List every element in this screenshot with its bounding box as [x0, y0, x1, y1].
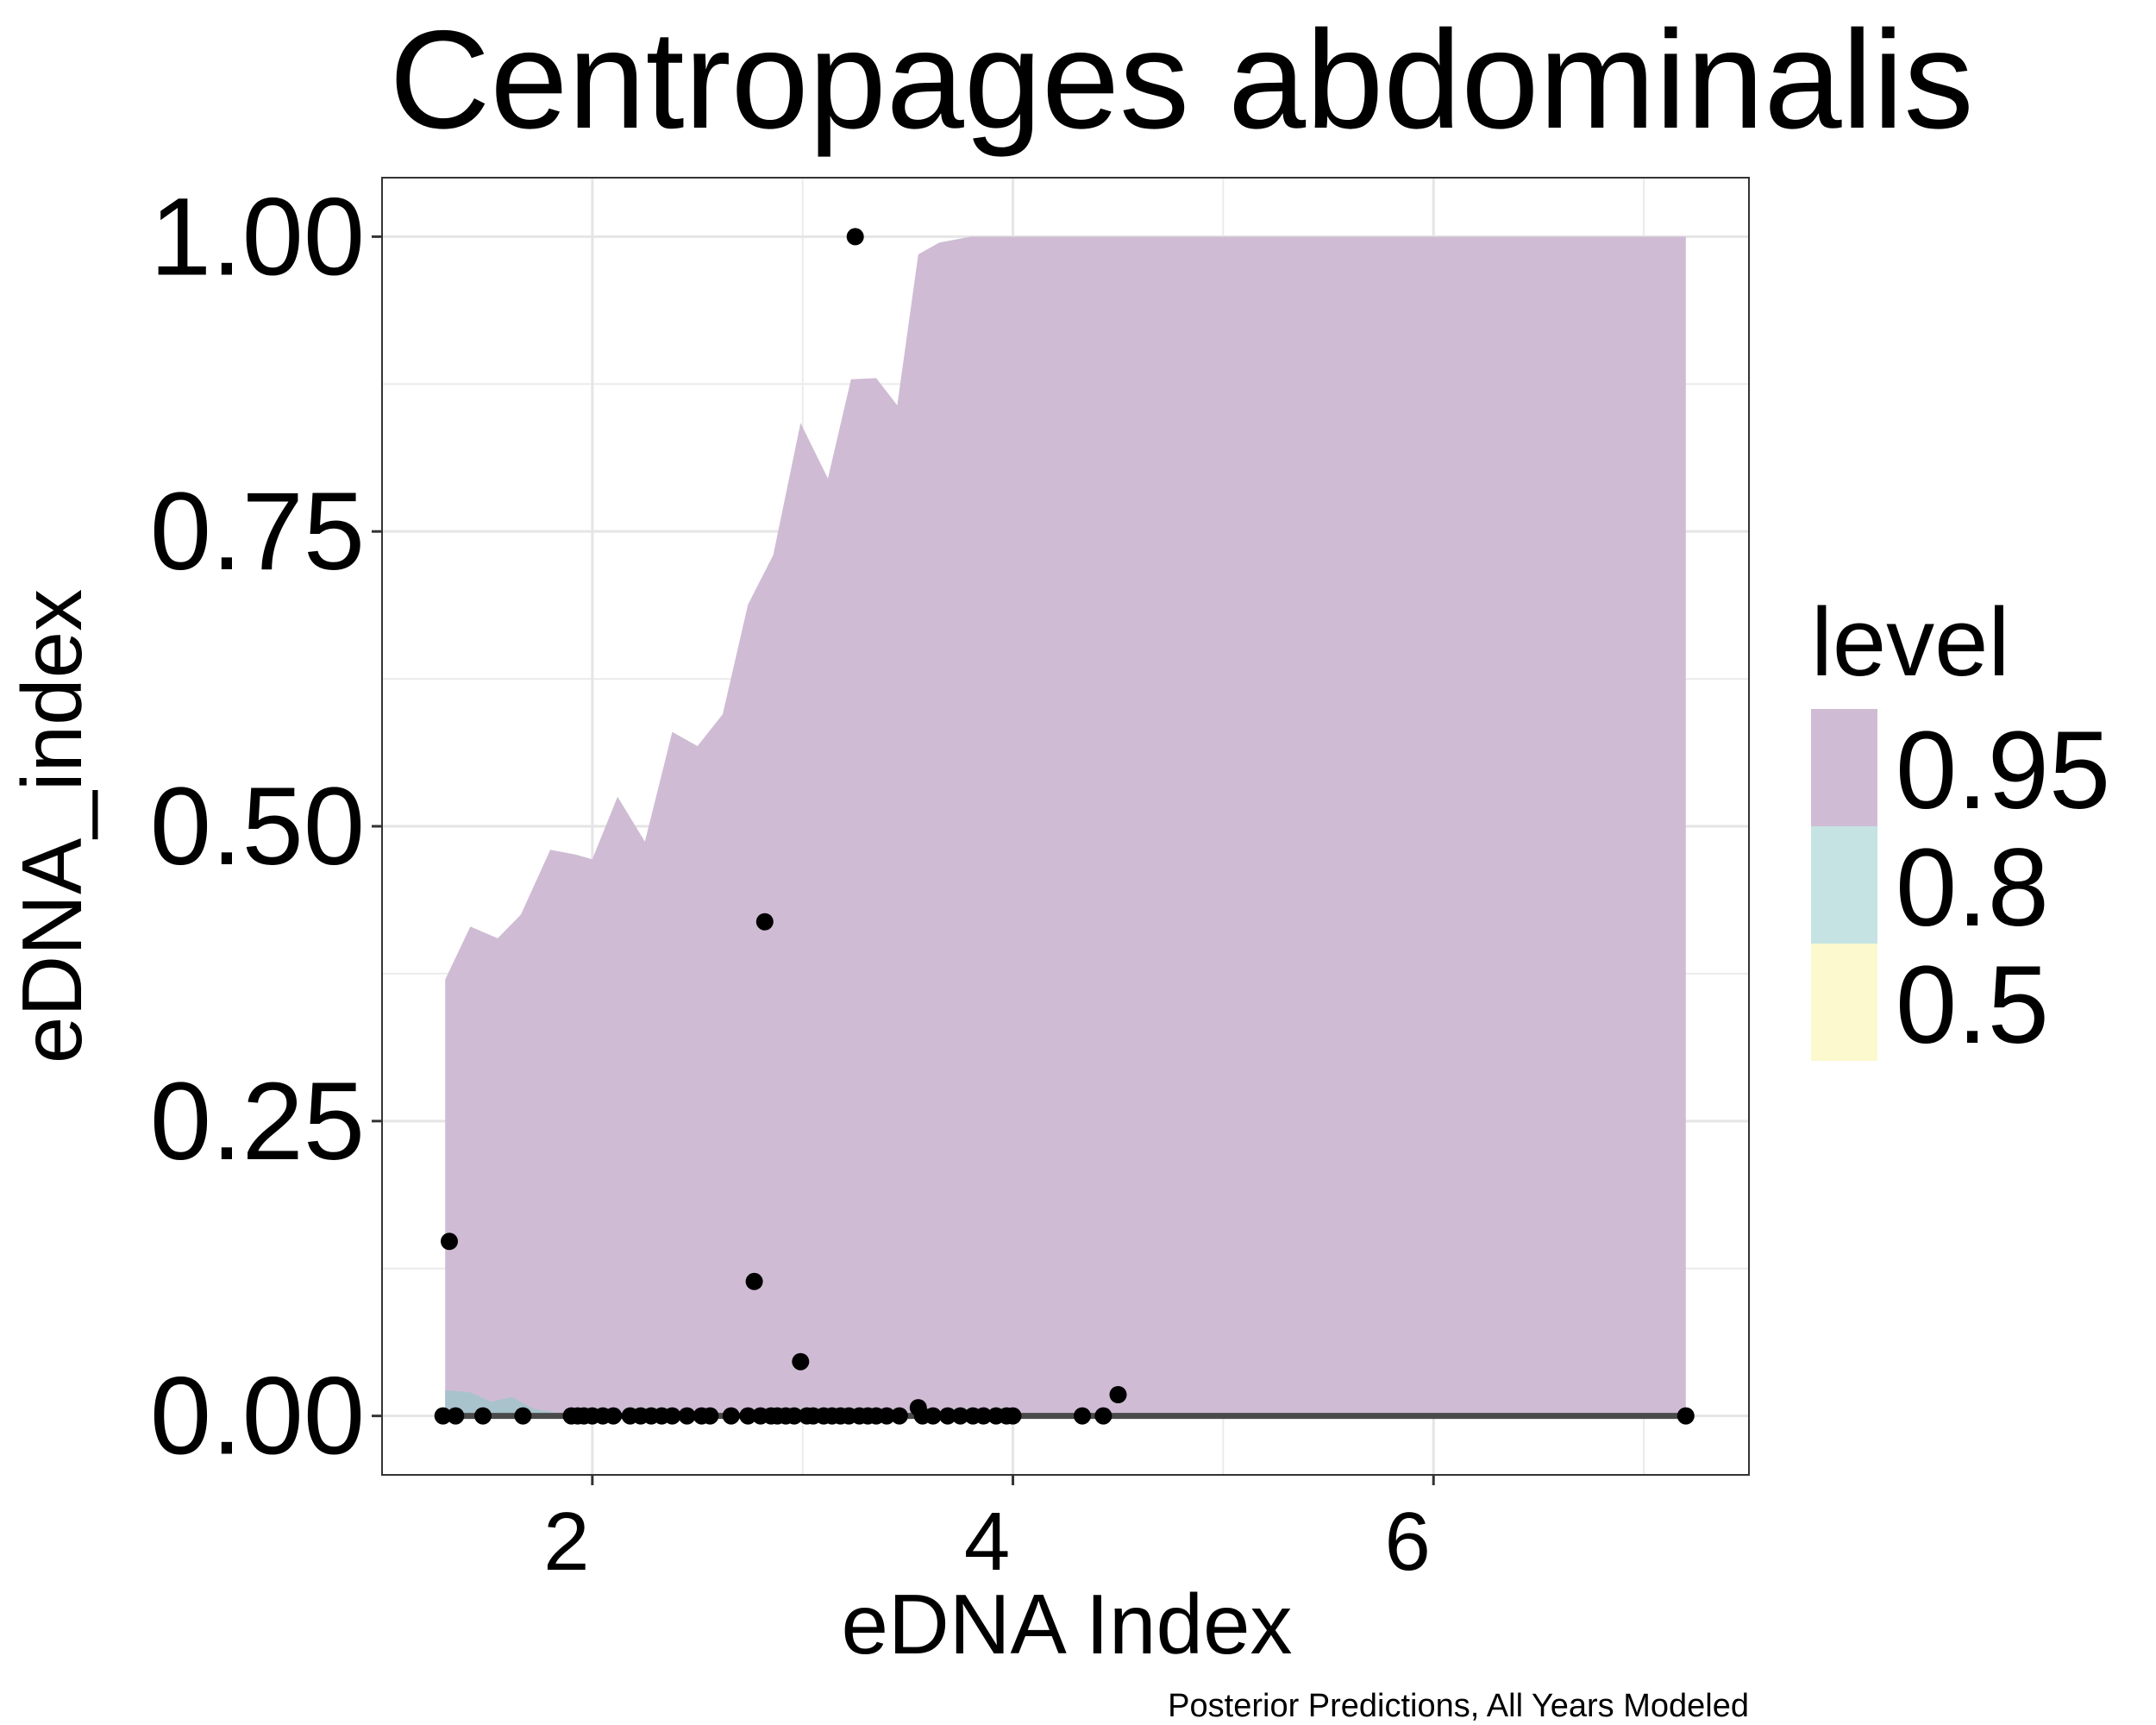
- legend-swatch: [1811, 826, 1877, 944]
- y-tick-label: 0.75: [150, 470, 365, 593]
- data-point: [1004, 1407, 1022, 1425]
- caption: Posterior Predictions, All Years Modeled: [1168, 1688, 1749, 1724]
- x-tick-label: 6: [1385, 1496, 1431, 1588]
- y-tick-label: 1.00: [150, 175, 365, 298]
- chart-title: Centropages abdominalis: [389, 2, 1973, 158]
- data-point: [878, 1407, 896, 1425]
- data-point: [755, 913, 774, 931]
- data-point: [846, 228, 864, 246]
- observed-points: [434, 228, 1695, 1425]
- data-point: [447, 1407, 465, 1425]
- data-point: [605, 1407, 623, 1425]
- legend-label: 0.5: [1896, 944, 2049, 1067]
- data-point: [792, 1352, 810, 1371]
- y-axis-label: eDNA_index: [4, 589, 99, 1063]
- data-point: [785, 1407, 803, 1425]
- x-tick-label: 4: [964, 1496, 1010, 1588]
- data-point: [441, 1233, 458, 1251]
- data-point: [1109, 1386, 1127, 1403]
- data-point: [474, 1407, 492, 1425]
- x-axis-label: eDNA Index: [842, 1577, 1293, 1672]
- x-axis: 2 4 6: [543, 1475, 1435, 1588]
- legend-swatch: [1811, 709, 1877, 826]
- data-point: [663, 1407, 681, 1425]
- data-point: [678, 1407, 696, 1425]
- plot-area: [381, 177, 1750, 1476]
- data-point: [938, 1407, 956, 1425]
- data-point: [722, 1407, 740, 1425]
- legend-swatch: [1811, 944, 1877, 1061]
- legend-title: level: [1811, 588, 2009, 696]
- legend-items: 0.950.80.5: [1811, 709, 2110, 1067]
- x-tick-label: 2: [543, 1496, 589, 1588]
- data-point: [1074, 1407, 1091, 1425]
- data-point: [924, 1407, 942, 1425]
- legend-label: 0.8: [1896, 826, 2049, 950]
- y-tick-label: 0.25: [150, 1060, 365, 1183]
- data-point: [434, 1407, 452, 1425]
- band-0.95: [445, 236, 1686, 1416]
- legend-label: 0.95: [1896, 709, 2110, 832]
- data-point: [514, 1407, 532, 1425]
- data-point: [1094, 1407, 1112, 1425]
- data-point: [890, 1407, 908, 1425]
- data-point: [975, 1407, 993, 1425]
- data-point: [951, 1407, 969, 1425]
- y-tick-label: 0.00: [150, 1355, 365, 1478]
- legend: level 0.950.80.5: [1811, 588, 2110, 1067]
- y-tick-label: 0.50: [150, 765, 365, 888]
- data-point: [739, 1407, 757, 1425]
- data-point: [745, 1272, 763, 1290]
- y-axis: 0.00 0.25 0.50 0.75 1.00: [150, 175, 382, 1478]
- data-point: [701, 1407, 719, 1425]
- data-point: [1677, 1407, 1695, 1425]
